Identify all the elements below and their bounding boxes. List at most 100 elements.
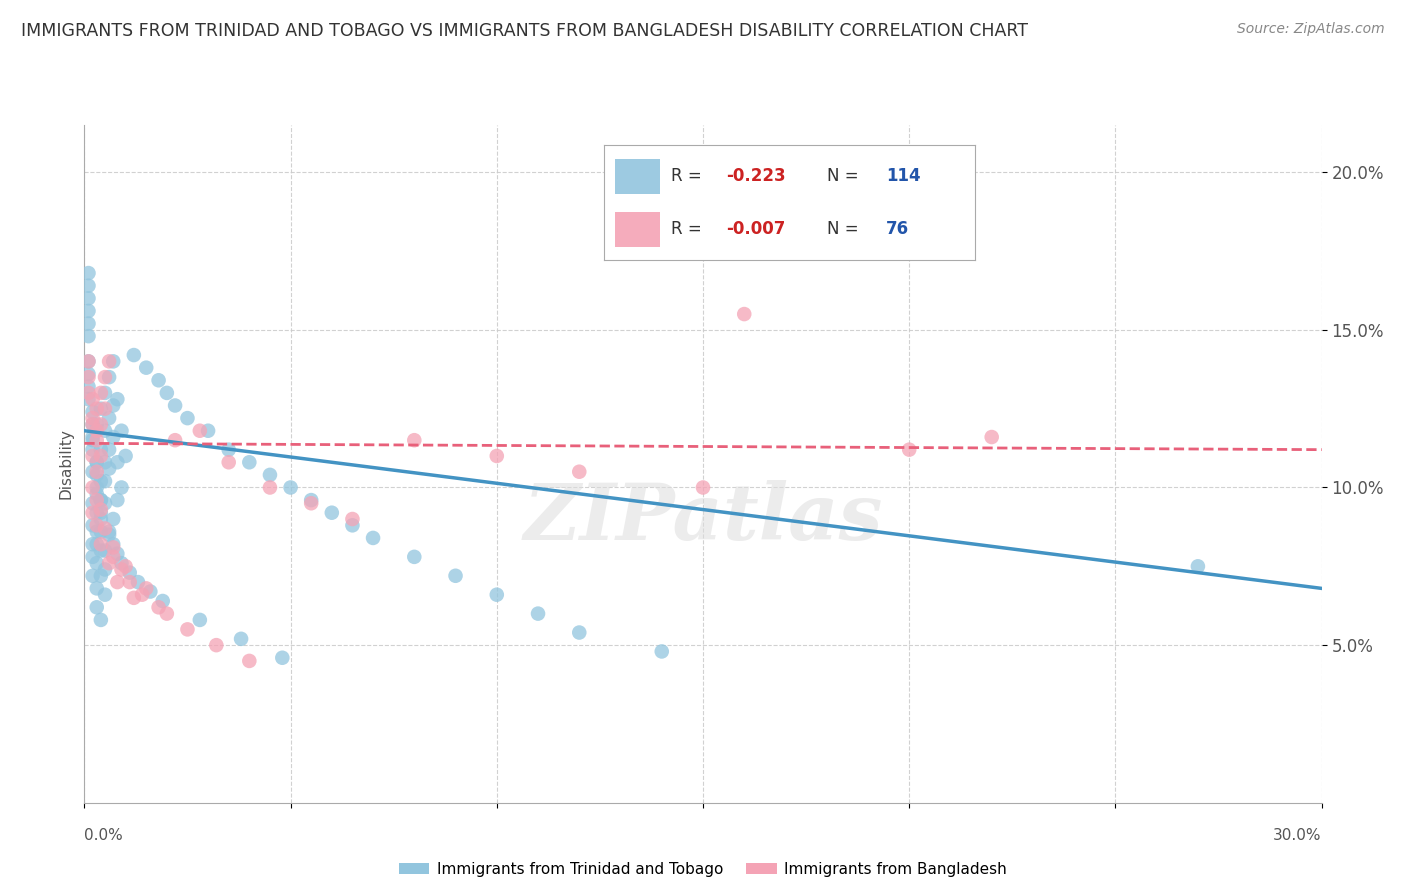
Point (90, 543, 112, 558)
Point (82, 411, 104, 425)
Point (90, 401, 112, 416)
Point (527, 607, 550, 621)
Point (98, 370, 121, 384)
Point (404, 549, 426, 564)
Point (82, 506, 104, 520)
Point (259, 467, 281, 482)
Point (103, 512, 125, 526)
Point (103, 541, 125, 555)
Point (118, 566, 141, 580)
Point (98, 524, 121, 539)
Point (692, 481, 714, 495)
Point (152, 594, 174, 608)
Point (105, 575, 128, 590)
Point (94, 424, 117, 438)
Point (110, 556, 132, 570)
Point (82, 465, 104, 479)
Point (321, 506, 343, 520)
Point (98, 556, 121, 570)
Point (139, 584, 162, 599)
Point (82, 433, 104, 447)
Point (86, 582, 108, 596)
Point (86, 455, 108, 469)
Point (148, 600, 170, 615)
Point (90, 568, 112, 582)
Point (90, 442, 112, 457)
Bar (616, 159, 659, 194)
Point (86, 518, 108, 533)
Point (77, 367, 100, 381)
Point (86, 506, 108, 520)
Point (82, 392, 104, 407)
Point (94, 474, 117, 488)
Point (82, 568, 104, 582)
Point (94, 455, 117, 469)
Text: 0.0%: 0.0% (84, 828, 124, 843)
Text: R =: R = (671, 168, 707, 186)
Point (105, 493, 128, 508)
Point (82, 430, 104, 444)
Point (94, 496, 117, 510)
Point (82, 496, 104, 510)
Point (90, 493, 112, 508)
Point (86, 401, 108, 416)
Point (90, 502, 112, 516)
Point (94, 370, 117, 384)
Point (135, 360, 157, 375)
Point (733, 307, 755, 321)
Point (103, 354, 125, 368)
Text: -0.223: -0.223 (727, 168, 786, 186)
Point (568, 465, 591, 479)
Point (90, 493, 112, 508)
Point (82, 417, 104, 432)
Point (77, 385, 100, 400)
Point (90, 524, 112, 539)
Point (86, 487, 108, 501)
Point (188, 613, 211, 627)
Point (131, 588, 153, 602)
Point (165, 399, 187, 413)
Point (82, 417, 104, 432)
Point (103, 399, 125, 413)
Point (122, 591, 145, 605)
Point (103, 537, 125, 551)
Point (77, 317, 100, 331)
Text: 114: 114 (886, 168, 921, 186)
Point (135, 582, 157, 596)
Point (90, 537, 112, 551)
Point (118, 575, 141, 590)
Bar (616, 212, 659, 246)
Point (98, 528, 121, 542)
Point (165, 433, 187, 447)
Point (404, 433, 426, 447)
Text: 76: 76 (886, 220, 910, 238)
Point (77, 278, 100, 293)
Point (94, 588, 117, 602)
Point (197, 424, 219, 438)
Text: Source: ZipAtlas.com: Source: ZipAtlas.com (1237, 22, 1385, 37)
Point (238, 654, 260, 668)
Point (176, 623, 198, 637)
Point (86, 424, 108, 438)
Point (218, 455, 240, 469)
Point (86, 524, 108, 539)
Point (444, 568, 467, 582)
Point (105, 547, 128, 561)
Point (485, 449, 508, 463)
Point (77, 304, 100, 318)
Point (77, 291, 100, 305)
Point (86, 600, 108, 615)
Point (218, 442, 240, 457)
Point (342, 512, 364, 526)
Point (86, 417, 108, 432)
Point (299, 493, 322, 508)
Point (77, 354, 100, 368)
Point (82, 549, 104, 564)
Point (271, 650, 294, 665)
Text: -0.007: -0.007 (727, 220, 786, 238)
Point (86, 481, 108, 495)
Point (90, 512, 112, 526)
Point (156, 607, 179, 621)
Point (127, 575, 149, 590)
Point (82, 481, 104, 495)
